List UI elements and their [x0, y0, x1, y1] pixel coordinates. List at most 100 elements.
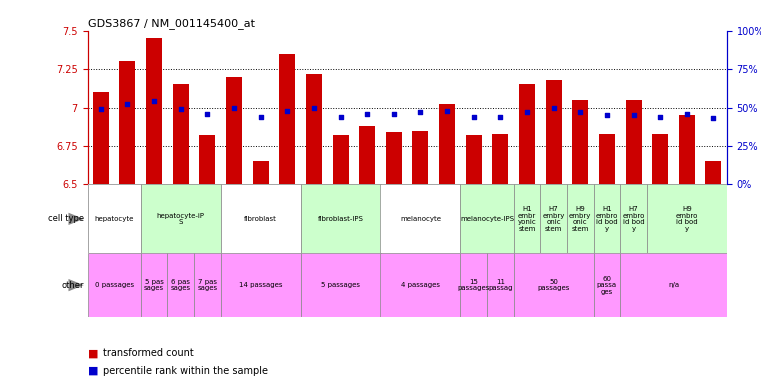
- Text: GSM568489: GSM568489: [311, 188, 317, 230]
- Text: GDS3867 / NM_001145400_at: GDS3867 / NM_001145400_at: [88, 18, 254, 30]
- Bar: [141, 253, 167, 317]
- Point: [441, 108, 454, 114]
- Point: [228, 104, 240, 111]
- Point: [708, 115, 720, 121]
- Bar: [194, 253, 221, 317]
- Bar: [380, 253, 460, 317]
- Text: hepatocyte: hepatocyte: [94, 216, 134, 222]
- Text: GSM568488: GSM568488: [285, 188, 290, 230]
- Bar: [460, 184, 514, 253]
- Bar: [146, 38, 162, 184]
- Point: [654, 114, 667, 120]
- Bar: [301, 184, 380, 253]
- Point: [282, 108, 294, 114]
- Text: GSM568491: GSM568491: [365, 188, 370, 230]
- Text: 14 passages: 14 passages: [239, 282, 282, 288]
- Text: GSM568492: GSM568492: [391, 188, 396, 230]
- Point: [148, 98, 161, 104]
- Bar: [412, 131, 428, 184]
- Bar: [492, 134, 508, 184]
- Text: percentile rank within the sample: percentile rank within the sample: [103, 366, 268, 376]
- Text: 6 pas
sages: 6 pas sages: [170, 279, 191, 291]
- Bar: [306, 74, 322, 184]
- Bar: [253, 161, 269, 184]
- Text: GSM568485: GSM568485: [205, 188, 210, 230]
- Text: GSM568501: GSM568501: [631, 188, 636, 230]
- Bar: [279, 54, 295, 184]
- Text: GSM568481: GSM568481: [98, 188, 103, 230]
- Point: [122, 101, 134, 108]
- Text: H9
embry
onic
stem: H9 embry onic stem: [569, 206, 591, 232]
- Bar: [439, 104, 455, 184]
- Point: [94, 106, 107, 112]
- Text: ■: ■: [88, 348, 98, 358]
- Text: GSM568500: GSM568500: [604, 188, 610, 230]
- Text: GSM568499: GSM568499: [578, 188, 583, 230]
- Bar: [679, 115, 695, 184]
- Bar: [93, 92, 109, 184]
- Text: GSM568486: GSM568486: [231, 188, 237, 230]
- Point: [575, 109, 587, 115]
- Text: H9
embro
id bod
y: H9 embro id bod y: [676, 206, 698, 232]
- Text: GSM568504: GSM568504: [711, 188, 716, 230]
- Point: [681, 111, 693, 117]
- Bar: [221, 184, 301, 253]
- Bar: [626, 100, 642, 184]
- Text: 7 pas
sages: 7 pas sages: [197, 279, 218, 291]
- Bar: [652, 134, 668, 184]
- Text: 0 passages: 0 passages: [94, 282, 134, 288]
- Bar: [594, 253, 620, 317]
- Text: 15
passages: 15 passages: [457, 279, 490, 291]
- Point: [627, 112, 639, 118]
- Text: GSM568482: GSM568482: [125, 188, 130, 230]
- Text: n/a: n/a: [668, 282, 679, 288]
- Text: GSM568490: GSM568490: [338, 188, 343, 230]
- Text: hepatocyte-iP
S: hepatocyte-iP S: [157, 213, 205, 225]
- Text: fibroblast: fibroblast: [244, 216, 277, 222]
- Text: ■: ■: [88, 366, 98, 376]
- Polygon shape: [68, 213, 84, 225]
- Text: H1
embro
id bod
y: H1 embro id bod y: [596, 206, 618, 232]
- Bar: [546, 80, 562, 184]
- Text: GSM568497: GSM568497: [524, 188, 530, 230]
- Text: 11
passag: 11 passag: [488, 279, 513, 291]
- Text: transformed count: transformed count: [103, 348, 193, 358]
- Point: [255, 114, 267, 120]
- Bar: [620, 253, 727, 317]
- Bar: [359, 126, 375, 184]
- Bar: [221, 253, 301, 317]
- Point: [521, 109, 533, 115]
- Text: 5 pas
sages: 5 pas sages: [144, 279, 164, 291]
- Text: GSM568502: GSM568502: [658, 188, 663, 230]
- Bar: [519, 84, 535, 184]
- Point: [307, 104, 320, 111]
- Point: [335, 114, 347, 120]
- Text: fibroblast-IPS: fibroblast-IPS: [317, 216, 364, 222]
- Text: GSM568495: GSM568495: [471, 188, 476, 230]
- Bar: [620, 184, 647, 253]
- Text: H7
embro
id bod
y: H7 embro id bod y: [622, 206, 645, 232]
- Point: [601, 112, 613, 118]
- Bar: [199, 135, 215, 184]
- Text: 4 passages: 4 passages: [401, 282, 440, 288]
- Bar: [647, 184, 727, 253]
- Text: GSM568484: GSM568484: [178, 188, 183, 230]
- Bar: [572, 100, 588, 184]
- Bar: [487, 253, 514, 317]
- Bar: [88, 184, 141, 253]
- Bar: [141, 184, 221, 253]
- Text: GSM568483: GSM568483: [151, 188, 157, 230]
- Text: cell type: cell type: [48, 214, 84, 223]
- Bar: [333, 135, 349, 184]
- Text: GSM568493: GSM568493: [418, 188, 423, 230]
- Bar: [380, 184, 460, 253]
- Bar: [466, 135, 482, 184]
- Polygon shape: [68, 279, 84, 291]
- Point: [388, 111, 400, 117]
- Point: [201, 111, 213, 117]
- Bar: [567, 184, 594, 253]
- Text: other: other: [61, 281, 84, 290]
- Point: [415, 109, 427, 115]
- Bar: [460, 253, 487, 317]
- Bar: [226, 77, 242, 184]
